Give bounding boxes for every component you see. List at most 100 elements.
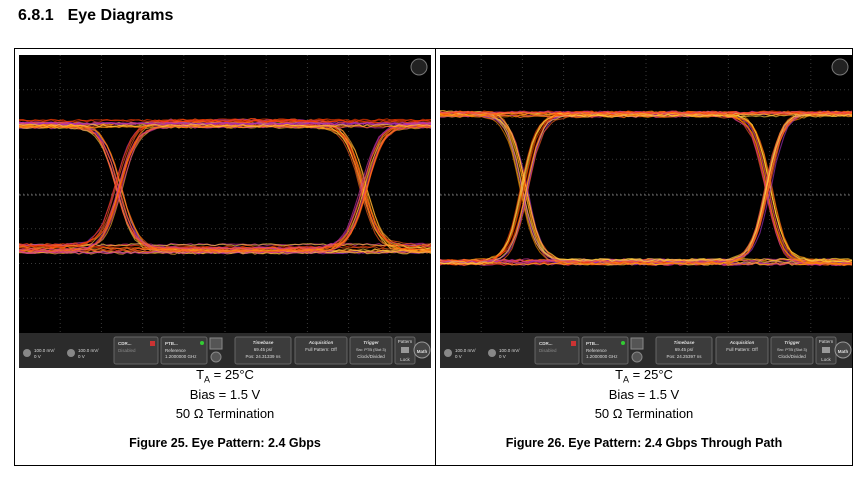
timebase-scale: 69.45 ps/ [254,347,273,352]
termination: 50 Ω Termination [594,406,694,421]
cdr-state: Disabled [118,348,136,353]
tool-icon [831,58,849,76]
cdr-name: CDR... [118,341,132,346]
play-button [209,337,223,350]
status-led [621,341,625,345]
figure-caption: Figure 25. Eye Pattern: 2.4 Gbps [129,436,321,450]
timebase-scale: 69.45 ps/ [675,347,694,352]
lock-icon [571,341,576,346]
trigger-title: Trigger [363,340,379,345]
timebase-pos: Pos: 24.31339 ns [245,354,281,359]
acquisition-box [715,336,769,365]
trigger-title: Trigger [784,340,800,345]
timebase-box [655,336,713,365]
trigger-src: Src: PTB (Slot 3) [356,347,387,352]
section-heading: 6.8.1 Eye Diagrams [18,7,173,25]
cdr-state: Disabled [539,348,557,353]
ptb-box [581,336,629,365]
ptb-ref: Reference [165,348,186,353]
channel-icon [488,349,496,357]
ptb-name: PTB... [165,341,178,346]
acquisition-title: Acquisition [729,340,755,345]
eye-trace [19,121,431,126]
math-label: Math [417,349,428,354]
pattern-lock: Lock [821,357,831,362]
status-led [200,341,204,345]
lock-icon [150,341,155,346]
temp-symbol: T [196,367,205,382]
math-label: Math [838,349,849,354]
ptb-box [160,336,208,365]
channel-scale: 100.0 mV/ [34,348,55,353]
eye-trace [440,110,852,115]
temp-symbol: T [615,367,624,382]
channel-scale: 100.0 mV/ [455,348,476,353]
pattern-lock: Lock [400,357,410,362]
timebase-title: Timebase [253,340,274,345]
acquisition-state: Full Pattern: Off [305,347,337,352]
play-button [630,337,644,350]
channel-icon [23,349,31,357]
channel-offset: 0 V [455,354,462,359]
temp-value: = 25°C [213,367,254,382]
figure-caption: Figure 26. Eye Pattern: 2.4 Gbps Through… [505,436,783,450]
timebase-box [234,336,292,365]
channel-scale: 100.0 mV/ [499,348,520,353]
temp-subscript: A [204,374,211,385]
cdr-name: CDR... [539,341,553,346]
eye-trace [19,126,431,255]
ptb-freq: 1.2000000 GHz [586,354,618,359]
eye-trace [19,118,431,247]
channel-offset: 0 V [78,354,85,359]
figure-table: 100.0 mV/0 V 100.0 mV/0 V CDR... Disabled PT… [14,48,853,466]
channel-icon [444,349,452,357]
section-title: Eye Diagrams [67,7,174,24]
trigger-box [349,336,393,365]
eye-traces [440,109,852,267]
timebase-title: Timebase [674,340,695,345]
timebase-pos: Pos: 24.25397 ns [666,354,702,359]
eye-trace [440,114,852,266]
eye-trace [19,124,431,129]
bias: Bias = 1.5 V [608,387,680,402]
eye-trace [440,110,852,262]
cdr-box [113,336,159,365]
cdr-box [534,336,580,365]
eye-trace [19,124,431,253]
math-button [834,341,852,359]
acquisition-title: Acquisition [308,340,334,345]
eye-trace [19,118,431,123]
ptb-ref: Reference [586,348,607,353]
temp-value: = 25°C [632,367,673,382]
figure-cell: 100.0 mV/0 V 100.0 mV/0 V CDR... Disabled PT… [436,49,852,465]
settings-button [210,351,222,363]
eye-trace [440,114,852,266]
settings-button [631,351,643,363]
channel-offset: 0 V [34,354,41,359]
channel-offset: 0 V [499,354,506,359]
eye-trace [19,125,431,255]
eye-trace [19,243,431,247]
pattern-title: Pattern [398,339,413,344]
eye-trace [440,113,852,265]
trigger-mode: Clock/Divided [357,354,385,359]
acquisition-state: Full Pattern: Off [726,347,758,352]
trigger-src: Src: PTB (Slot 3) [777,347,808,352]
pattern-icon [401,347,409,353]
eye-traces [19,117,431,255]
ptb-freq: 1.2000000 GHz [165,354,197,359]
eye-trace [19,123,431,128]
temp-subscript: A [623,374,630,385]
trigger-mode: Clock/Divided [778,354,806,359]
temperature: TA = 25°C [436,367,852,385]
tool-icon [410,58,428,76]
channel-icon [67,349,75,357]
figure-cell: 100.0 mV/0 V 100.0 mV/0 V CDR... Disabled PT… [15,49,436,465]
pattern-icon [822,347,830,353]
acquisition-box [294,336,348,365]
bias: Bias = 1.5 V [189,387,261,402]
channel-scale: 100.0 mV/ [78,348,99,353]
